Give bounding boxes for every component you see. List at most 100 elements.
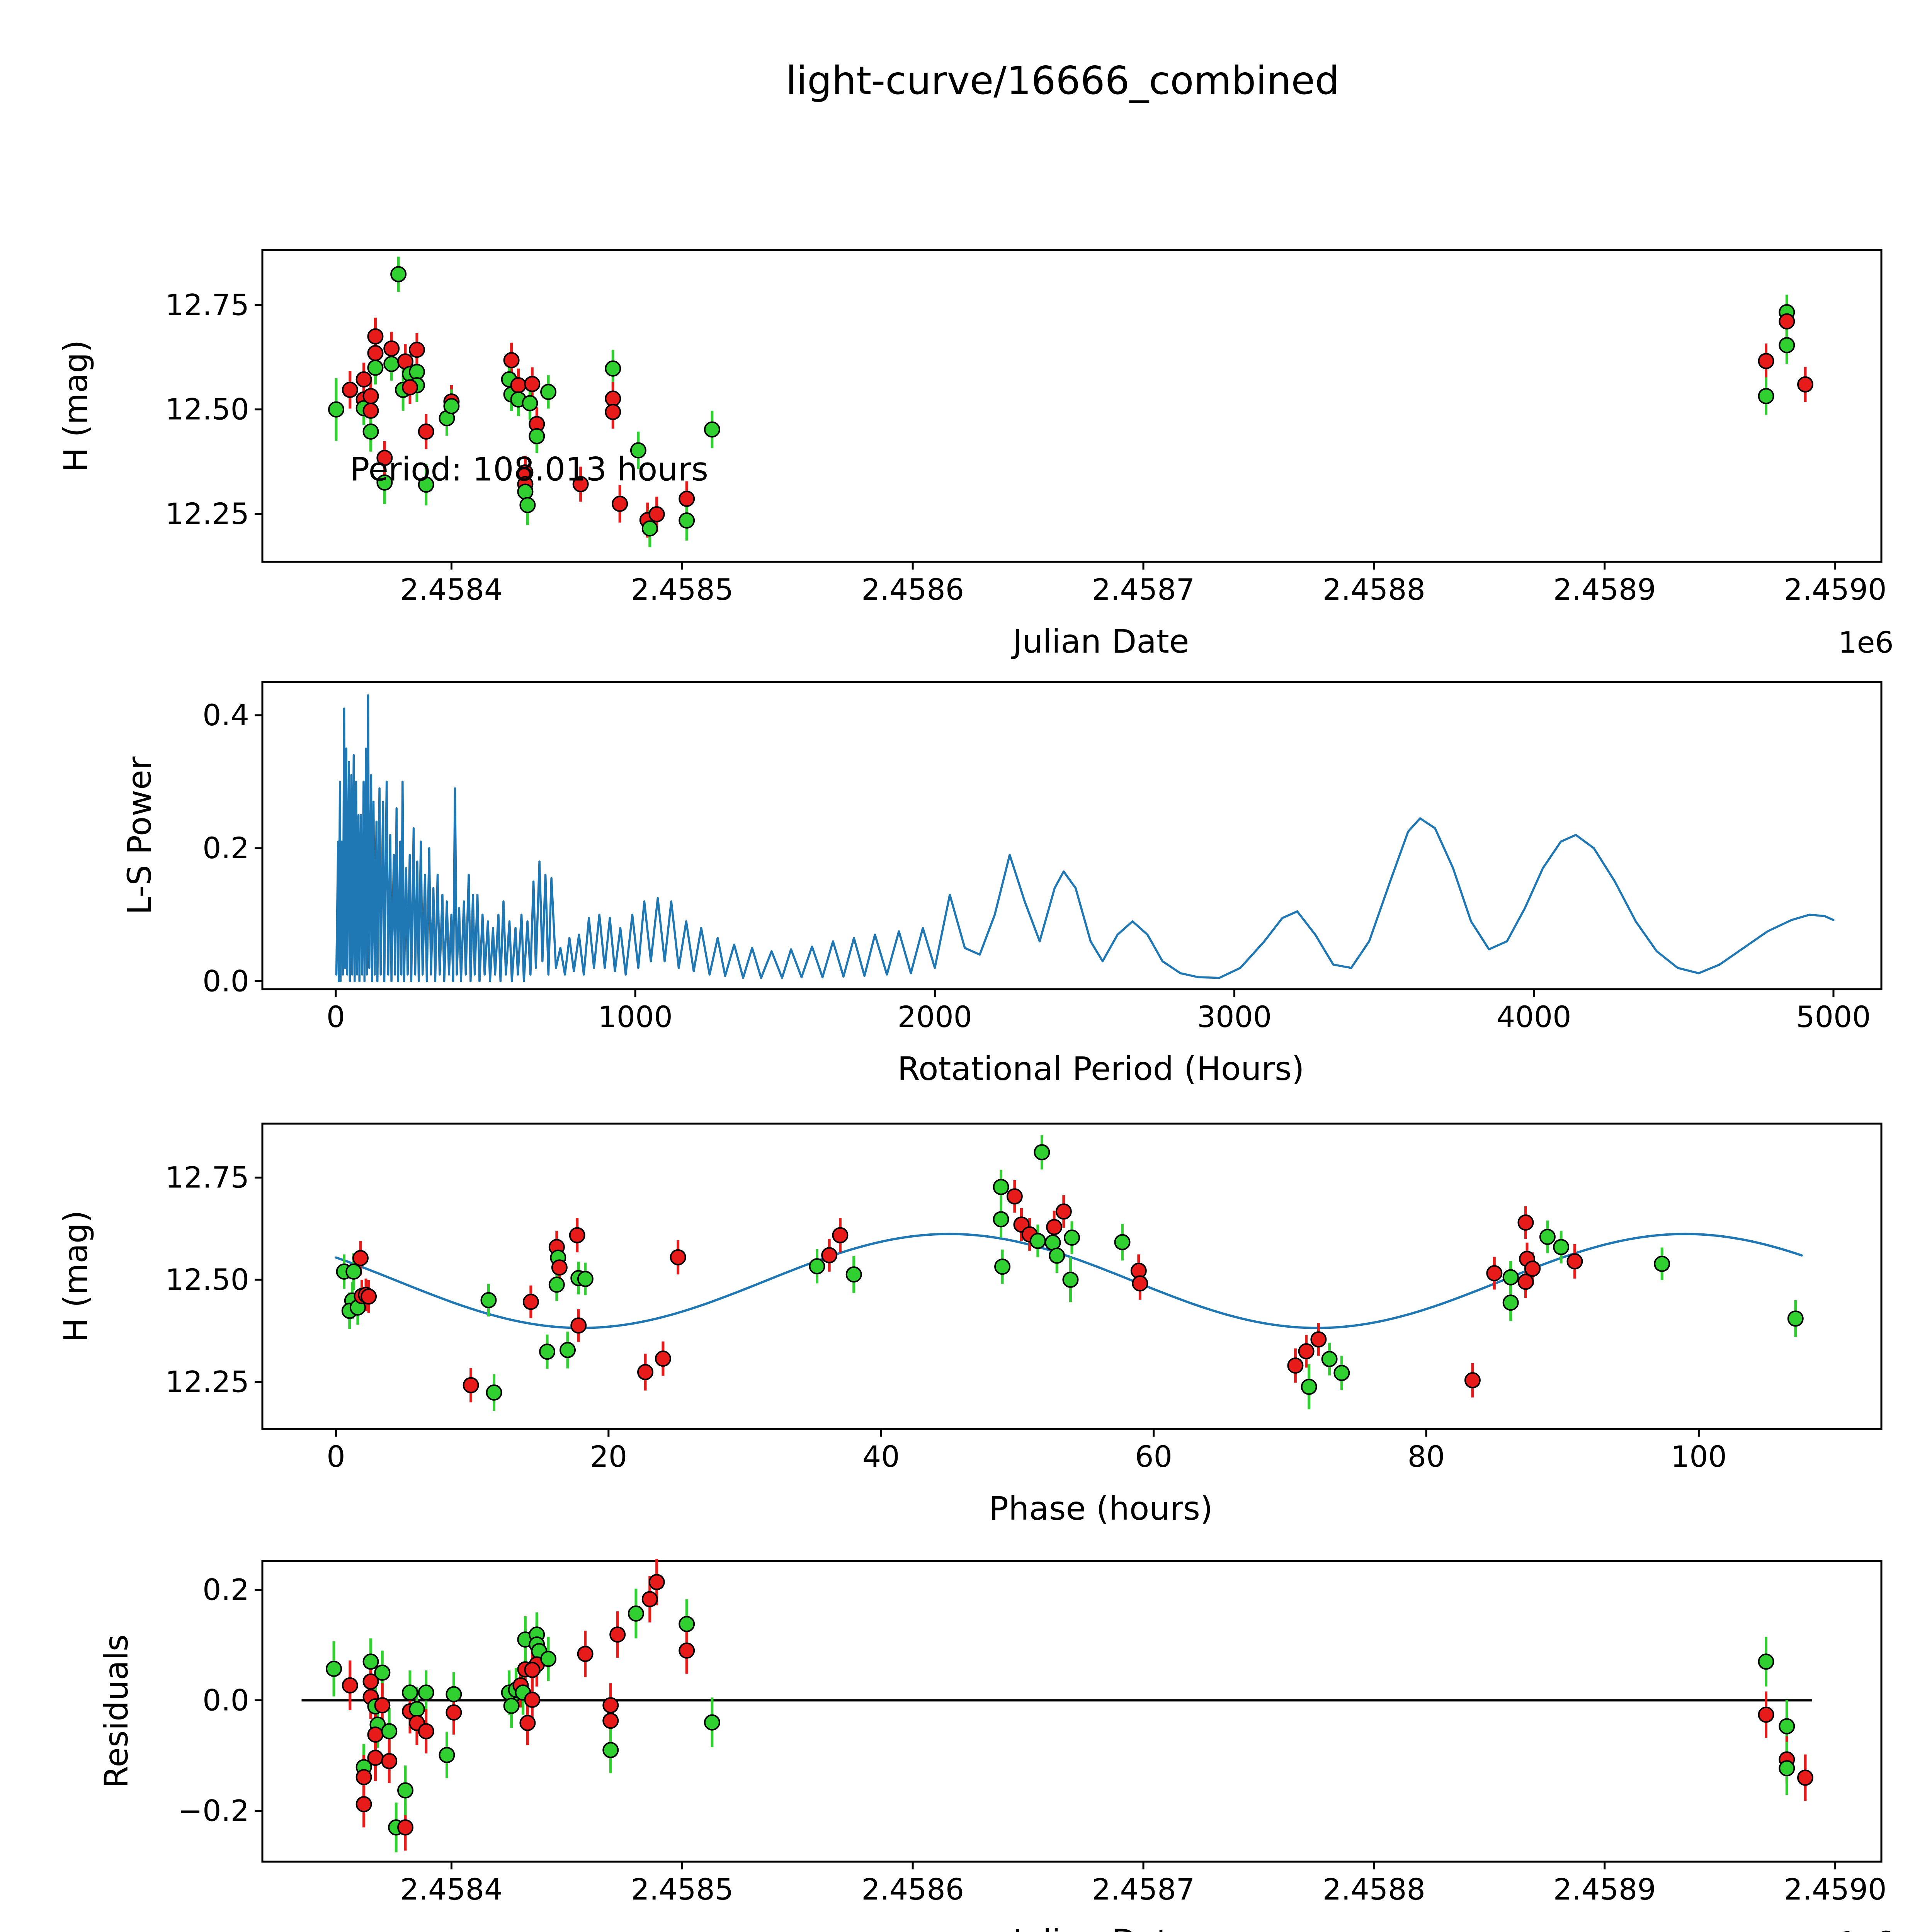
data-point-red (1797, 1769, 1814, 1786)
x-tick-label: 0 (327, 1439, 345, 1474)
x-tick-label: 20 (590, 1439, 627, 1474)
data-point-green (641, 520, 658, 537)
data-point-red (463, 1377, 479, 1393)
x-tick-label: 5000 (1796, 1000, 1871, 1034)
data-point-red (1758, 353, 1774, 369)
x-tick-label: 2.4589 (1553, 1872, 1656, 1906)
data-point-green (540, 384, 557, 400)
y-tick-label: 12.50 (165, 392, 249, 427)
data-point-green (1502, 1269, 1519, 1286)
data-point-red (376, 450, 393, 466)
data-point-green (994, 1259, 1011, 1275)
y-tick-label: 12.50 (165, 1262, 249, 1297)
data-point-green (397, 1782, 414, 1799)
data-point-red (446, 1704, 462, 1721)
data-point-red (524, 1662, 541, 1678)
data-point-green (381, 1723, 398, 1740)
data-point-red (355, 371, 372, 388)
y-tick-label: −0.2 (178, 1793, 249, 1828)
x-tick-label: 0 (327, 1000, 345, 1034)
data-point-green (704, 421, 720, 438)
data-point-red (1055, 1203, 1072, 1220)
x-tick-label: 100 (1671, 1439, 1727, 1474)
data-point-red (352, 1250, 369, 1266)
data-point-green (993, 1211, 1009, 1228)
data-point-red (602, 1713, 619, 1729)
data-point-red (503, 352, 520, 369)
data-point-red (510, 377, 527, 394)
data-point-green (1064, 1230, 1080, 1246)
data-point-red (408, 342, 425, 358)
data-point-green (1301, 1379, 1317, 1395)
data-point-green (1034, 1144, 1050, 1161)
data-point-red (381, 1753, 398, 1769)
data-point-green (503, 1697, 520, 1714)
data-point-red (679, 490, 695, 507)
x-tick-label: 2.4586 (861, 572, 964, 607)
data-point-green (602, 1742, 619, 1759)
data-point-red (522, 1294, 539, 1310)
data-point-red (670, 1249, 686, 1265)
data-point-green (443, 398, 460, 415)
data-point-green (845, 1266, 862, 1283)
x-axis-label: Julian Date (1011, 622, 1189, 660)
data-point-green (1787, 1310, 1804, 1327)
data-point-red (1524, 1260, 1541, 1277)
data-point-green (374, 1664, 391, 1681)
data-point-red (1797, 376, 1814, 393)
data-point-red (605, 390, 621, 407)
data-point-red (821, 1247, 838, 1264)
data-point-green (376, 474, 393, 491)
axes-frame-phased (261, 1122, 1883, 1430)
data-point-red (355, 1796, 372, 1813)
data-point-green (628, 1605, 644, 1622)
data-point-red (361, 1288, 377, 1305)
x-tick-label: 1000 (598, 1000, 672, 1034)
data-point-red (1310, 1331, 1327, 1348)
data-point-green (679, 512, 695, 529)
data-point-red (655, 1350, 671, 1367)
data-point-red (524, 376, 541, 392)
data-point-green (390, 266, 407, 282)
axes-frame-periodogram (261, 681, 1883, 990)
x-tick-label: 2.4588 (1323, 1872, 1425, 1906)
data-point-red (383, 340, 400, 357)
data-point-red (572, 476, 589, 493)
data-point-red (1517, 1274, 1534, 1290)
x-tick-label: 2.4584 (400, 1872, 503, 1906)
data-point-green (1333, 1365, 1350, 1381)
data-point-green (539, 1344, 556, 1360)
figure-title: light-curve/16666_combined (786, 58, 1340, 103)
y-tick-label: 0.0 (202, 1683, 249, 1717)
axes-frame-residuals (261, 1560, 1883, 1863)
data-point-green (439, 1747, 455, 1763)
data-point-red (362, 402, 379, 419)
data-point-red (1132, 1275, 1148, 1292)
x-tick-label: 2.4589 (1553, 572, 1656, 607)
data-point-green (809, 1258, 825, 1275)
data-point-green (326, 1660, 342, 1677)
data-point-green (1779, 1760, 1795, 1777)
data-point-red (1298, 1343, 1315, 1360)
data-point-red (605, 404, 621, 420)
data-point-red (418, 423, 434, 440)
data-point-green (383, 355, 400, 372)
data-point-green (1502, 1294, 1519, 1311)
x-tick-label: 2.4590 (1784, 1872, 1887, 1906)
data-point-red (648, 1574, 665, 1590)
y-tick-label: 0.2 (202, 831, 249, 865)
data-point-green (1321, 1351, 1338, 1367)
y-tick-label: 12.75 (165, 1160, 249, 1195)
data-point-red (612, 495, 628, 512)
y-tick-label: 12.25 (165, 1364, 249, 1399)
axes-frame-lightcurve (261, 249, 1883, 563)
data-point-green (993, 1179, 1009, 1195)
data-point-green (704, 1714, 720, 1731)
x-offset-label: 1e6 (1838, 625, 1893, 660)
data-point-red (362, 388, 379, 405)
data-point-red (602, 1697, 619, 1714)
x-tick-label: 2.4585 (631, 1872, 733, 1906)
x-tick-label: 80 (1408, 1439, 1445, 1474)
